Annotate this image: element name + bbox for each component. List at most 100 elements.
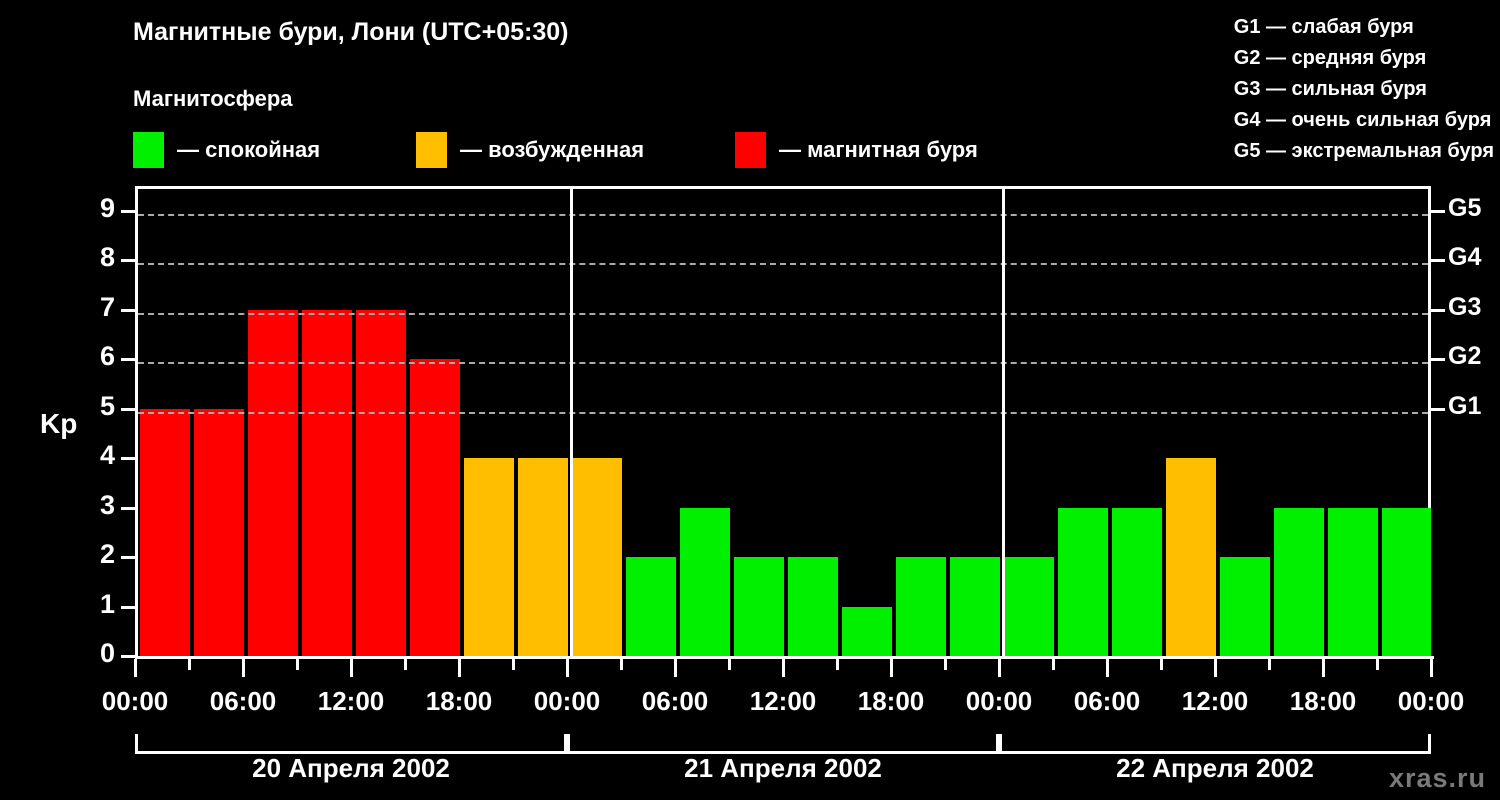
bar bbox=[356, 309, 406, 656]
x-tick-label: 06:00 bbox=[209, 686, 277, 716]
x-tick-label: 00:00 bbox=[101, 686, 169, 716]
x-tick-mark bbox=[836, 659, 839, 670]
x-tick-mark bbox=[134, 659, 137, 677]
x-tick-label: 18:00 bbox=[1289, 686, 1357, 716]
x-tick-label: 18:00 bbox=[857, 686, 925, 716]
y-tick-mark bbox=[121, 556, 135, 560]
bar bbox=[410, 359, 460, 656]
day-bracket bbox=[567, 734, 999, 754]
x-tick-mark bbox=[188, 659, 191, 670]
x-tick-mark bbox=[458, 659, 461, 677]
y-tick-label-5: 5 bbox=[99, 390, 115, 421]
legend-item-unsettled: — возбужденная bbox=[416, 131, 644, 169]
g-scale-legend: G1 — слабая буря G2 — средняя буря G3 — си… bbox=[1234, 12, 1494, 167]
x-tick-mark bbox=[1106, 659, 1109, 677]
y-tick-mark bbox=[121, 655, 135, 658]
bar bbox=[194, 408, 244, 656]
bar bbox=[1166, 458, 1216, 656]
legend-label-unsettled: — возбужденная bbox=[460, 137, 645, 162]
x-tick-mark bbox=[1376, 659, 1379, 670]
x-tick-label: 00:00 bbox=[1397, 686, 1465, 716]
bars-container bbox=[138, 189, 1431, 656]
magnetosphere-heading: Магнитосфера bbox=[133, 86, 293, 111]
bar bbox=[140, 408, 190, 656]
grid-line bbox=[138, 263, 1428, 266]
y-tick-label-3: 3 bbox=[99, 489, 115, 520]
g-scale-line-5: G5 — экстремальная буря bbox=[1233, 140, 1494, 162]
x-tick-mark bbox=[728, 659, 731, 670]
x-tick-mark bbox=[674, 659, 677, 677]
y-tick-mark bbox=[121, 457, 135, 461]
day-bracket bbox=[135, 734, 567, 754]
g-axis-label-G3: G3 bbox=[1448, 292, 1482, 321]
y-tick-label-8: 8 bbox=[99, 242, 115, 273]
x-tick-label: 00:00 bbox=[965, 686, 1033, 716]
g-axis-label-G4: G4 bbox=[1448, 243, 1482, 272]
legend-item-calm: — спокойная bbox=[133, 131, 320, 169]
bar bbox=[1274, 507, 1324, 656]
y-tick-mark bbox=[121, 259, 135, 263]
x-tick-mark bbox=[566, 659, 569, 677]
bar bbox=[842, 606, 892, 656]
y-tick-mark bbox=[121, 605, 135, 609]
legend-label-storm: — магнитная буря bbox=[779, 137, 978, 162]
y-tick-label-1: 1 bbox=[99, 588, 115, 619]
g-tick-mark bbox=[1431, 259, 1445, 263]
x-tick-mark bbox=[350, 659, 353, 677]
bar bbox=[518, 458, 568, 656]
day-separator bbox=[570, 189, 573, 659]
g-scale-line-2: G2 — средняя буря bbox=[1233, 47, 1427, 69]
y-tick-label-7: 7 bbox=[99, 291, 115, 322]
plot-area bbox=[135, 186, 1431, 659]
y-tick-mark bbox=[121, 308, 135, 312]
y-tick-label-2: 2 bbox=[99, 539, 115, 570]
bar bbox=[572, 458, 622, 656]
g-scale-line-1: G1 — слабая буря bbox=[1233, 16, 1414, 38]
x-tick-mark bbox=[1214, 659, 1217, 677]
bar bbox=[1112, 507, 1162, 656]
y-axis-caption: Kp bbox=[40, 408, 78, 439]
grid-line bbox=[138, 312, 1428, 315]
g-scale-line-3: G3 — сильная буря bbox=[1233, 78, 1427, 100]
x-tick-mark bbox=[944, 659, 947, 670]
grid-line bbox=[138, 411, 1428, 414]
g-axis-label-G1: G1 bbox=[1448, 391, 1482, 420]
legend-swatch-unsettled-icon bbox=[416, 132, 447, 168]
x-tick-label: 12:00 bbox=[1181, 686, 1249, 716]
g-scale-line-4: G4 — очень сильная буря bbox=[1233, 109, 1492, 131]
y-tick-mark bbox=[121, 358, 135, 362]
legend-swatch-calm-icon bbox=[133, 132, 164, 168]
legend-item-storm: — магнитная буря bbox=[735, 131, 978, 169]
bar bbox=[1382, 507, 1431, 656]
g-tick-mark bbox=[1431, 209, 1445, 213]
g-tick-mark bbox=[1431, 407, 1445, 411]
bar bbox=[626, 557, 676, 656]
bar bbox=[680, 507, 730, 656]
x-tick-mark bbox=[296, 659, 299, 670]
x-tick-label: 18:00 bbox=[425, 686, 493, 716]
bar bbox=[896, 557, 946, 656]
watermark: xras.ru bbox=[1388, 763, 1486, 793]
x-tick-mark bbox=[1322, 659, 1325, 677]
grid-line bbox=[138, 362, 1428, 365]
day-label: 20 Апреля 2002 bbox=[252, 753, 450, 783]
bar bbox=[788, 557, 838, 656]
bar bbox=[1220, 557, 1270, 656]
bar bbox=[950, 557, 1000, 656]
y-tick-mark bbox=[121, 209, 135, 213]
x-tick-mark bbox=[242, 659, 245, 677]
x-tick-mark bbox=[1268, 659, 1271, 670]
x-tick-mark bbox=[404, 659, 407, 670]
bar bbox=[1004, 557, 1054, 656]
x-tick-mark bbox=[1160, 659, 1163, 670]
x-tick-label: 06:00 bbox=[641, 686, 709, 716]
day-bracket bbox=[999, 734, 1431, 754]
x-tick-label: 06:00 bbox=[1073, 686, 1141, 716]
x-tick-mark bbox=[1052, 659, 1055, 670]
x-axis-line bbox=[135, 656, 1434, 659]
legend-swatch-storm-icon bbox=[735, 132, 766, 168]
x-tick-mark bbox=[620, 659, 623, 670]
grid-line bbox=[138, 213, 1428, 216]
y-tick-label-4: 4 bbox=[99, 440, 115, 471]
